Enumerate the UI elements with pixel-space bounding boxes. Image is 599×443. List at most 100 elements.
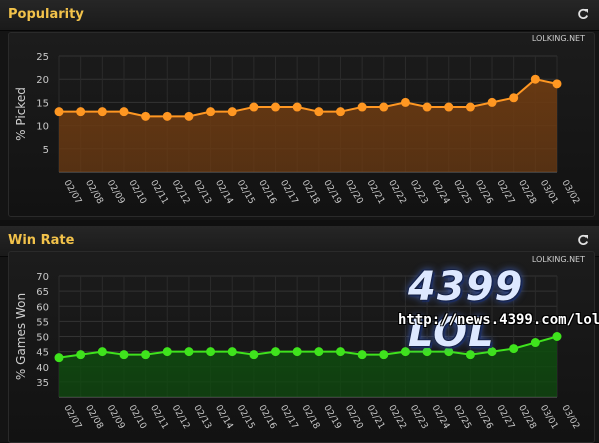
winrate-y-tick-label: 45 (36, 348, 49, 359)
popularity-data-point (54, 107, 64, 117)
winrate-data-point (444, 347, 454, 357)
popularity-x-tick-label: 02/10 (126, 179, 148, 207)
popularity-panel-header: Popularity (0, 0, 599, 31)
winrate-y-axis-label: % Games Won (14, 293, 28, 380)
popularity-area (59, 79, 557, 172)
winrate-x-tick-label: 02/17 (278, 404, 300, 431)
winrate-data-point (227, 347, 237, 357)
popularity-data-point (509, 93, 519, 103)
popularity-data-point (422, 102, 432, 112)
winrate-x-tick-label: 02/18 (300, 404, 322, 432)
popularity-x-tick-label: 02/28 (516, 179, 538, 207)
winrate-x-tick-label: 02/20 (343, 404, 365, 432)
winrate-x-tick-label: 02/09 (105, 404, 127, 432)
winrate-data-point (422, 347, 432, 357)
winrate-y-tick-label: 65 (36, 287, 49, 298)
winrate-x-tick-label: 02/07 (61, 404, 83, 431)
popularity-x-tick-label: 03/01 (538, 179, 560, 206)
popularity-data-point (227, 107, 237, 117)
winrate-x-tick-label: 02/28 (516, 404, 538, 432)
winrate-x-tick-label: 02/13 (191, 404, 213, 431)
popularity-x-tick-label: 02/26 (473, 179, 495, 207)
popularity-data-point (465, 102, 475, 112)
popularity-chart-area: 5 10 15 20 25 02/07 02/08 02/09 02/10 02/11 02/12 0… (8, 32, 595, 217)
popularity-y-tick-label: 15 (36, 98, 49, 109)
winrate-data-point (162, 347, 172, 357)
winrate-credit: LOLKING.NET (532, 255, 585, 264)
winrate-x-tick-label: 02/26 (473, 404, 495, 432)
winrate-chart-area: 35 40 45 50 55 60 65 70 02/07 02/08 02/09 02/10 02/1… (8, 251, 595, 443)
winrate-x-tick-label: 02/12 (170, 404, 192, 431)
winrate-data-point (552, 332, 562, 341)
popularity-y-tick-label: 10 (36, 122, 49, 133)
winrate-data-point (76, 350, 86, 360)
winrate-data-point (530, 338, 540, 348)
winrate-x-tick-label: 03/01 (538, 404, 560, 431)
popularity-x-tick-label: 02/07 (61, 179, 83, 206)
popularity-data-point (335, 107, 345, 117)
popularity-data-point (444, 102, 454, 112)
popularity-x-tick-label: 02/17 (278, 179, 300, 206)
popularity-data-point (249, 102, 259, 112)
popularity-x-tick-label: 02/20 (343, 179, 365, 207)
popularity-data-point (141, 111, 151, 121)
winrate-data-point (97, 347, 107, 357)
popularity-x-tick-label: 02/15 (235, 179, 257, 206)
winrate-x-tick-label: 02/23 (408, 404, 430, 431)
popularity-data-point (206, 107, 216, 117)
winrate-data-point (335, 347, 345, 357)
winrate-data-point (487, 347, 497, 357)
popularity-data-point (119, 107, 129, 117)
winrate-data-point (292, 347, 302, 357)
winrate-y-tick-label: 40 (36, 363, 49, 374)
popularity-panel: Popularity 5 10 15 20 25 02/07 02/08 02/09 02/10… (0, 0, 599, 220)
refresh-icon[interactable] (577, 234, 589, 246)
winrate-data-point (141, 350, 151, 360)
winrate-panel: Win Rate 35 40 45 50 55 60 65 70 02/07 02/08 02/09… (0, 226, 599, 443)
popularity-panel-title: Popularity (8, 7, 84, 22)
popularity-x-tick-label: 02/22 (386, 179, 408, 206)
popularity-x-tick-label: 02/27 (494, 179, 516, 206)
winrate-x-tick-label: 02/24 (429, 404, 451, 432)
popularity-x-tick-label: 02/23 (408, 179, 430, 206)
popularity-data-point (357, 102, 367, 112)
winrate-data-point (465, 350, 475, 360)
winrate-x-tick-label: 02/27 (494, 404, 516, 431)
popularity-x-tick-label: 02/09 (105, 179, 127, 207)
popularity-data-point (76, 107, 86, 117)
winrate-y-tick-label: 60 (36, 302, 49, 313)
winrate-data-point (206, 347, 216, 357)
popularity-data-point (162, 111, 172, 121)
refresh-icon[interactable] (577, 8, 589, 20)
popularity-data-point (314, 107, 324, 117)
winrate-x-tick-label: 02/19 (321, 404, 343, 432)
popularity-data-point (530, 74, 540, 84)
winrate-x-tick-label: 02/21 (365, 404, 387, 431)
popularity-x-tick-label: 02/14 (213, 179, 235, 207)
winrate-x-tick-label: 03/02 (559, 404, 581, 431)
watermark: 4399 LOL http://news.4399.com/lol/ (398, 262, 599, 356)
popularity-y-tick-label: 20 (36, 75, 49, 86)
winrate-data-point (400, 347, 410, 357)
winrate-panel-title: Win Rate (8, 233, 75, 248)
winrate-x-tick-label: 02/25 (451, 404, 473, 431)
winrate-data-point (119, 350, 129, 360)
winrate-data-point (379, 350, 389, 360)
popularity-credit: LOLKING.NET (532, 34, 585, 43)
popularity-y-axis-label: % Picked (14, 87, 28, 141)
popularity-data-point (487, 97, 497, 107)
winrate-x-tick-label: 02/22 (386, 404, 408, 431)
winrate-x-tick-label: 02/15 (235, 404, 257, 431)
popularity-data-point (400, 97, 410, 107)
popularity-x-tick-label: 02/16 (256, 179, 278, 207)
winrate-x-tick-label: 02/16 (256, 404, 278, 432)
popularity-x-tick-label: 02/24 (429, 179, 451, 207)
winrate-x-tick-label: 02/11 (148, 404, 170, 431)
winrate-data-point (271, 347, 281, 357)
winrate-data-point (249, 350, 259, 360)
popularity-data-point (97, 107, 107, 117)
popularity-x-tick-label: 02/12 (170, 179, 192, 206)
popularity-x-tick-label: 03/02 (559, 179, 581, 206)
